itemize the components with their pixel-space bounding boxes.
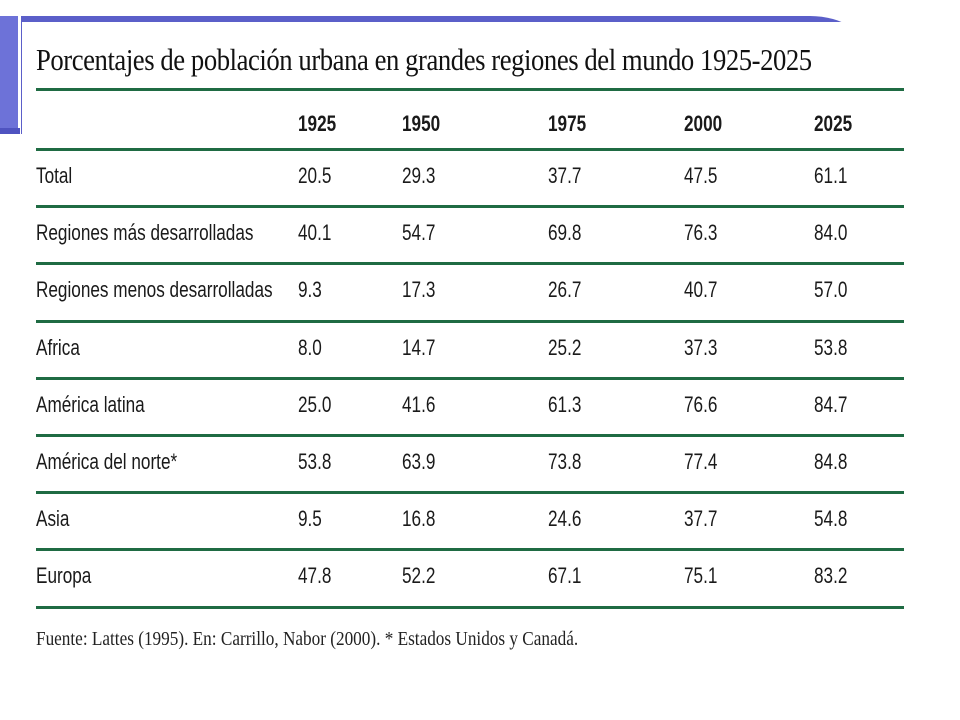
table-cell: 83.2 (814, 563, 848, 589)
slide-left-accent (0, 16, 21, 134)
table-cell: 76.6 (684, 391, 718, 417)
table-cell: 40.1 (298, 220, 332, 246)
table-source-note: Fuente: Lattes (1995). En: Carrillo, Nab… (36, 628, 579, 650)
table-cell: 54.7 (402, 220, 436, 246)
table-cell: 84.0 (814, 220, 848, 246)
table-cell: 84.7 (814, 391, 848, 417)
table-row-rule (36, 148, 904, 151)
table-cell: 73.8 (548, 449, 582, 474)
table-row-rule (36, 491, 904, 495)
column-header-2025: 2025 (814, 111, 853, 136)
table-cell: 69.8 (548, 220, 582, 246)
column-header-1950: 1950 (402, 111, 441, 136)
table-cell: 47.5 (684, 163, 718, 188)
table-row-rule (36, 548, 904, 552)
table-cell: 53.8 (814, 334, 848, 360)
table-cell: 20.5 (298, 163, 332, 188)
table-cell: 76.3 (684, 220, 718, 246)
table-cell: 52.2 (402, 563, 436, 589)
table-row-rule (36, 205, 904, 209)
table-cell: 61.3 (548, 391, 582, 417)
row-label: Asia (36, 506, 70, 532)
slide-accent-underline (0, 128, 20, 134)
column-header-1975: 1975 (548, 111, 587, 136)
table-row-rule (36, 605, 904, 609)
column-header-2000: 2000 (684, 111, 723, 136)
data-table: 1925 1950 1975 2000 2025 Total 20.5 29.3 37.7 47.… (36, 22, 904, 622)
table-title: Porcentajes de población urbana en grand… (36, 42, 812, 77)
row-label: Regiones menos desarrolladas (36, 277, 273, 303)
row-label: América latina (36, 391, 145, 417)
table-cell: 25.0 (298, 391, 332, 417)
row-label: Europa (36, 563, 92, 589)
table-cell: 77.4 (684, 449, 718, 474)
table-row-rule (36, 262, 904, 266)
table-row-rule (36, 319, 904, 323)
table-cell: 41.6 (402, 391, 436, 417)
table-cell: 29.3 (402, 163, 436, 188)
table-cell: 37.3 (684, 334, 718, 360)
table-cell: 24.6 (548, 506, 582, 532)
table-cell: 61.1 (814, 163, 848, 188)
table-row-rule (36, 434, 904, 437)
table-cell: 14.7 (402, 334, 436, 360)
row-label: Africa (36, 334, 80, 360)
table-cell: 75.1 (684, 563, 718, 589)
table-image-panel: Porcentajes de población urbana en grand… (22, 22, 920, 682)
table-cell: 53.8 (298, 449, 332, 474)
table-cell: 67.1 (548, 563, 582, 589)
table-cell: 9.5 (298, 506, 322, 532)
table-cell: 37.7 (548, 163, 582, 188)
row-label: América del norte* (36, 449, 178, 474)
table-cell: 17.3 (402, 277, 436, 303)
table-cell: 26.7 (548, 277, 582, 303)
row-label: Total (36, 163, 73, 188)
table-top-rule (36, 88, 904, 91)
row-label: Regiones más desarrolladas (36, 220, 254, 246)
table-cell: 16.8 (402, 506, 436, 532)
table-cell: 84.8 (814, 449, 848, 474)
table-cell: 40.7 (684, 277, 718, 303)
column-header-1925: 1925 (298, 111, 337, 136)
table-cell: 8.0 (298, 334, 322, 360)
table-cell: 25.2 (548, 334, 582, 360)
table-cell: 47.8 (298, 563, 332, 589)
table-cell: 57.0 (814, 277, 848, 303)
table-cell: 9.3 (298, 277, 322, 303)
table-cell: 63.9 (402, 449, 436, 474)
table-cell: 54.8 (814, 506, 848, 532)
table-row-rule (36, 376, 904, 380)
table-cell: 37.7 (684, 506, 718, 532)
